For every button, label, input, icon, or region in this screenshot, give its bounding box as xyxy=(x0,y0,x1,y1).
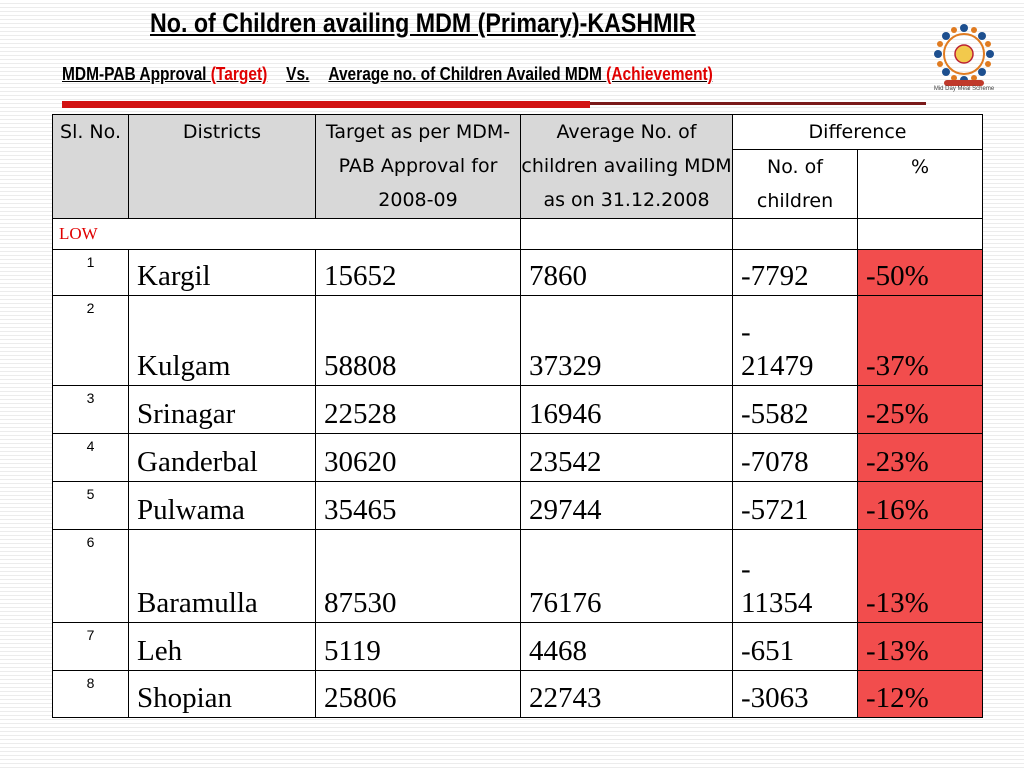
row-target: 25806 xyxy=(315,670,521,718)
header-difference: Difference xyxy=(731,114,984,150)
subtitle-target-label: (Target) xyxy=(210,64,268,84)
row-diff-value: 11354 xyxy=(741,587,813,619)
row-percent: -50% xyxy=(856,249,984,296)
subtitle-achievement-label: (Achievement) xyxy=(606,64,713,84)
group-label-low: LOW xyxy=(52,218,521,250)
table-row: 4 Ganderbal 30620 23542 -7078 -23% xyxy=(52,433,984,482)
children-mdm-table: Sl. No. Districts Target as per MDM-PAB … xyxy=(52,114,984,718)
row-diff: -21479 xyxy=(732,295,858,386)
row-target: 15652 xyxy=(315,249,521,296)
row-diff: -11354 xyxy=(732,529,858,623)
row-district: Ganderbal xyxy=(128,433,316,482)
row-sl: 8 xyxy=(52,670,129,718)
row-sl: 7 xyxy=(52,622,129,671)
header-diff-percent: % xyxy=(856,149,984,219)
row-average: 16946 xyxy=(520,385,733,434)
row-sl: 3 xyxy=(52,385,129,434)
table-row: 2 Kulgam 58808 37329 -21479 -37% xyxy=(52,295,984,386)
row-sl: 1 xyxy=(52,249,129,296)
row-average: 37329 xyxy=(520,295,733,386)
page-subtitle: MDM-PAB Approval (Target) Vs. Average no. … xyxy=(62,64,713,85)
subtitle-approval-label: MDM-PAB Approval xyxy=(62,64,211,84)
row-percent: -25% xyxy=(856,385,984,434)
header-target: Target as per MDM-PAB Approval for 2008-… xyxy=(315,114,521,219)
row-target: 35465 xyxy=(315,481,521,530)
group-row-low: LOW xyxy=(52,218,984,250)
title-divider-red xyxy=(62,101,590,108)
subtitle-average-label: Average no. of Children Availed MDM xyxy=(328,64,607,84)
row-percent: -12% xyxy=(856,670,984,718)
row-diff: -651 xyxy=(732,622,858,671)
row-percent: -13% xyxy=(856,622,984,671)
header-districts: Districts xyxy=(128,114,316,219)
table-row: 3 Srinagar 22528 16946 -5582 -25% xyxy=(52,385,984,434)
mid-day-meal-logo-icon xyxy=(934,24,994,86)
row-average: 76176 xyxy=(520,529,733,623)
header-diff-children: No. of children xyxy=(732,149,858,219)
row-district: Kargil xyxy=(128,249,316,296)
row-average: 22743 xyxy=(520,670,733,718)
table-subheader-row: No. of children % xyxy=(53,149,984,219)
logo-caption: Mid Day Meal Scheme xyxy=(933,86,995,92)
row-percent: -23% xyxy=(856,433,984,482)
row-sl: 4 xyxy=(52,433,129,482)
table-row: 8 Shopian 25806 22743 -3063 -12% xyxy=(52,670,984,718)
row-target: 30620 xyxy=(315,433,521,482)
row-district: Pulwama xyxy=(128,481,316,530)
table-row: 5 Pulwama 35465 29744 -5721 -16% xyxy=(52,481,984,530)
row-diff: -3063 xyxy=(732,670,858,718)
row-district: Leh xyxy=(128,622,316,671)
row-diff: -7792 xyxy=(732,249,858,296)
subtitle-vs-label: Vs. xyxy=(286,64,310,84)
table-row: 1 Kargil 15652 7860 -7792 -50% xyxy=(52,249,984,296)
row-district: Shopian xyxy=(128,670,316,718)
row-sl: 5 xyxy=(52,481,129,530)
header-average: Average No. of children availing MDM as … xyxy=(520,114,733,219)
row-target: 58808 xyxy=(315,295,521,386)
page-title: No. of Children availing MDM (Primary)-K… xyxy=(150,8,696,38)
row-target: 5119 xyxy=(315,622,521,671)
row-diff: -5721 xyxy=(732,481,858,530)
table-header-row: Sl. No. Districts Target as per MDM-PAB … xyxy=(52,114,984,219)
title-divider-dark xyxy=(590,102,926,105)
row-diff-sign: - xyxy=(741,316,751,348)
row-average: 7860 xyxy=(520,249,733,296)
row-target: 87530 xyxy=(315,529,521,623)
row-average: 4468 xyxy=(520,622,733,671)
row-percent: -16% xyxy=(856,481,984,530)
row-average: 23542 xyxy=(520,433,733,482)
row-district: Kulgam xyxy=(128,295,316,386)
row-diff-sign: - xyxy=(741,553,751,585)
row-diff-value: 21479 xyxy=(741,350,814,382)
row-percent: -37% xyxy=(856,295,984,386)
row-diff: -5582 xyxy=(732,385,858,434)
header-sl-no: Sl. No. xyxy=(52,114,129,219)
row-target: 22528 xyxy=(315,385,521,434)
row-sl: 6 xyxy=(52,529,129,623)
row-district: Srinagar xyxy=(128,385,316,434)
row-diff: -7078 xyxy=(732,433,858,482)
table-row: 6 Baramulla 87530 76176 -11354 -13% xyxy=(52,529,984,623)
row-average: 29744 xyxy=(520,481,733,530)
row-percent: -13% xyxy=(856,529,984,623)
row-district: Baramulla xyxy=(128,529,316,623)
table-row: 7 Leh 5119 4468 -651 -13% xyxy=(52,622,984,671)
row-sl: 2 xyxy=(52,295,129,386)
